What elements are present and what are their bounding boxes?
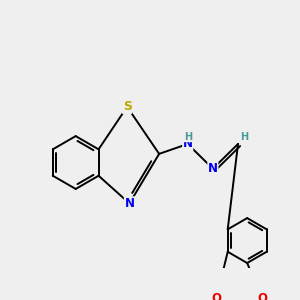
Text: H: H [184,132,192,142]
Text: N: N [208,162,218,175]
Text: N: N [124,197,134,210]
Text: O: O [211,292,221,300]
Text: H: H [240,132,248,142]
Text: O: O [257,292,267,300]
Text: S: S [123,100,132,113]
Text: N: N [183,137,193,151]
